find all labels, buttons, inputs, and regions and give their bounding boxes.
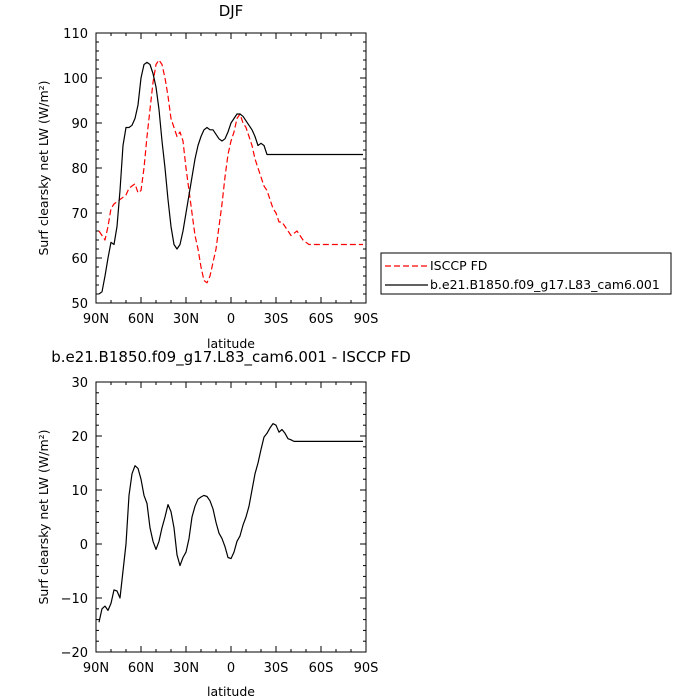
bottom-title: b.e21.B1850.f09_g17.L83_cam6.001 - ISCCP…	[51, 348, 411, 367]
x-tick-label: 90S	[354, 312, 379, 327]
y-tick-label: 110	[63, 27, 88, 42]
y-tick-label: 50	[71, 297, 88, 312]
top-plot: DJF 90N 60N 30N 0 30S 60S 90S5060708090100110 …	[36, 2, 378, 351]
top-series	[98, 59, 363, 295]
x-tick-label: 30N	[173, 312, 199, 327]
bottom-plot-frame	[95, 381, 367, 653]
y-tick-label: 80	[71, 162, 88, 177]
top-plot-frame	[95, 32, 367, 304]
bottom-ticks: 90N 60N 30N 0 30S 60S 90S −20 −10 0 10 20 30	[61, 376, 379, 676]
x-tick-label: 60S	[309, 312, 334, 327]
y-tick-label: 30	[71, 376, 88, 391]
bottom-series	[98, 423, 363, 623]
x-tick-label: 60S	[309, 661, 334, 676]
x-tick-label: 0	[227, 661, 235, 676]
series-line-0	[98, 59, 363, 284]
y-tick-label: 90	[71, 117, 88, 132]
x-tick-label: 90N	[83, 661, 109, 676]
legend-label-model: b.e21.B1850.f09_g17.L83_cam6.001	[430, 277, 660, 292]
x-tick-label: 30N	[173, 661, 199, 676]
y-tick-label: 10	[71, 484, 88, 499]
y-tick-label: −10	[61, 592, 88, 607]
top-ylabel: Surf clearsky net LW (W/m²)	[36, 80, 51, 255]
y-tick-label: 60	[71, 252, 88, 267]
x-tick-label: 90N	[83, 312, 109, 327]
bottom-ylabel: Surf clearsky net LW (W/m²)	[36, 429, 51, 604]
bottom-xlabel: latitude	[207, 684, 255, 699]
x-tick-label: 60N	[128, 661, 154, 676]
top-xlabel: latitude	[207, 336, 255, 351]
y-tick-label: 70	[71, 207, 88, 222]
legend-label-isccp-fd: ISCCP FD	[430, 258, 487, 273]
x-tick-label: 30S	[264, 312, 289, 327]
y-tick-label: 20	[71, 430, 88, 445]
series-line-1	[98, 61, 363, 295]
bottom-plot: b.e21.B1850.f09_g17.L83_cam6.001 - ISCCP…	[36, 348, 411, 699]
legend: ISCCP FD b.e21.B1850.f09_g17.L83_cam6.00…	[380, 252, 672, 295]
top-title: DJF	[219, 2, 244, 20]
x-tick-label: 90S	[354, 661, 379, 676]
y-tick-label: 100	[63, 72, 88, 87]
x-tick-label: 0	[227, 312, 235, 327]
y-tick-label: −20	[61, 646, 88, 661]
x-tick-label: 60N	[128, 312, 154, 327]
top-ticks: 90N 60N 30N 0 30S 60S 90S 50 60 70 80 90 100 110	[63, 27, 378, 327]
series-line-0	[98, 423, 363, 623]
x-tick-label: 30S	[264, 661, 289, 676]
legend-box	[380, 252, 672, 295]
y-tick-label: 0	[80, 538, 88, 553]
